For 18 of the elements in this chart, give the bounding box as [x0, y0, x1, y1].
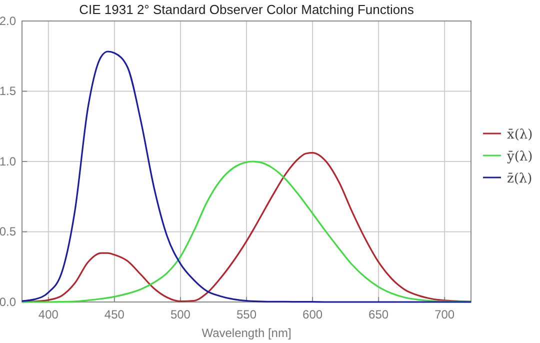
y-tick-label: 0.5 — [0, 224, 16, 239]
x-axis-title: Wavelength [nm] — [202, 326, 292, 340]
line-series — [21, 50, 472, 303]
y-tick-label: 2.0 — [0, 14, 16, 28]
x-tick-label: 700 — [434, 308, 455, 322]
x-tick-label: 500 — [170, 308, 191, 322]
x-tick-label: 550 — [236, 308, 257, 322]
x-tick-label: 400 — [38, 308, 59, 322]
y-tick-label: 1.0 — [0, 154, 16, 168]
chart-title: CIE 1931 2° Standard Observer Color Matching Functions — [79, 2, 414, 17]
y-tick-label: 0.0 — [0, 294, 16, 309]
legend-label: z̄(λ) — [507, 172, 532, 186]
legend-label: ȳ(λ) — [506, 150, 533, 164]
y-tick-label: 1.5 — [0, 84, 16, 98]
x-tick-label: 650 — [368, 308, 389, 322]
x-tick-label: 600 — [302, 308, 323, 322]
x-tick-label: 450 — [104, 308, 125, 322]
legend-label: x̄(λ) — [507, 128, 533, 142]
